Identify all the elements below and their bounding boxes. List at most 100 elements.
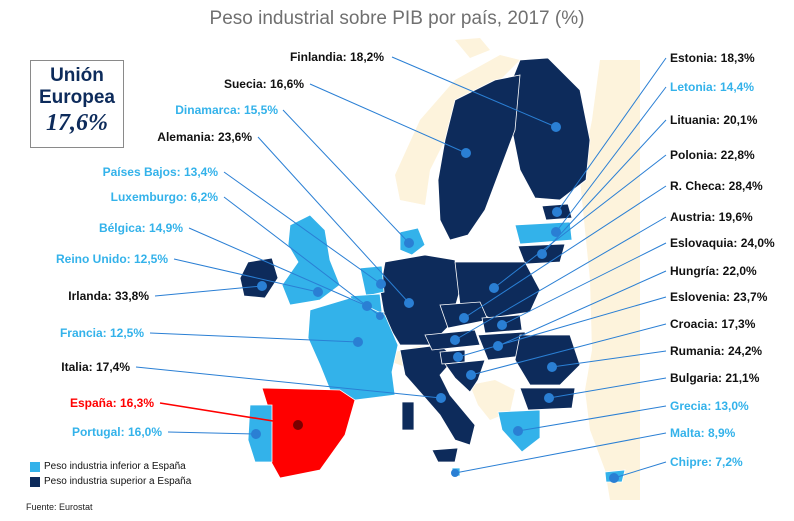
marker-rumania[interactable] bbox=[547, 362, 557, 372]
leader-line-rumania bbox=[551, 350, 667, 368]
marker-dinamarca[interactable] bbox=[404, 238, 414, 248]
country-markers bbox=[251, 122, 619, 483]
source-note: Fuente: Eurostat bbox=[26, 502, 93, 512]
marker-polonia[interactable] bbox=[489, 283, 499, 293]
label-rumania: Rumania: 24,2% bbox=[670, 344, 763, 358]
marker-irlanda[interactable] bbox=[257, 281, 267, 291]
legend-row-below: Peso industria inferior a España bbox=[30, 459, 191, 474]
label-r-checa: R. Checa: 28,4% bbox=[670, 179, 763, 193]
leader-line-espana bbox=[159, 402, 299, 426]
leader-line-letonia bbox=[555, 86, 667, 233]
leader-line-croacia bbox=[470, 323, 667, 376]
country-shape-francia[interactable] bbox=[307, 297, 399, 401]
country-shape-croacia[interactable] bbox=[444, 359, 486, 393]
marker-paises-bajos[interactable] bbox=[376, 279, 386, 289]
marker-italia[interactable] bbox=[436, 393, 446, 403]
label-eslovaquia: Eslovaquia: 24,0% bbox=[670, 236, 775, 250]
marker-luxemburgo[interactable] bbox=[376, 312, 384, 320]
marker-finlandia[interactable] bbox=[551, 122, 561, 132]
leader-line-finlandia bbox=[391, 56, 557, 128]
leader-line-dinamarca bbox=[282, 109, 410, 244]
label-polonia: Polonia: 22,8% bbox=[670, 148, 755, 162]
non-eu-east-land bbox=[580, 60, 640, 500]
label-alemania: Alemania: 23,6% bbox=[157, 130, 252, 144]
marker-portugal[interactable] bbox=[251, 429, 261, 439]
leader-line-alemania bbox=[257, 136, 410, 304]
label-irlanda: Irlanda: 33,8% bbox=[68, 289, 149, 303]
marker-malta[interactable] bbox=[451, 469, 459, 477]
label-portugal: Portugal: 16,0% bbox=[71, 425, 162, 439]
leader-line-paises-bajos bbox=[223, 171, 382, 285]
marker-chipre[interactable] bbox=[609, 473, 619, 483]
label-suecia: Suecia: 16,6% bbox=[223, 77, 304, 91]
leader-line-suecia bbox=[309, 83, 467, 154]
leader-line-lituania bbox=[541, 119, 667, 255]
map-title: Peso industrial sobre PIB por país, 2017… bbox=[209, 8, 585, 29]
leader-line-polonia bbox=[493, 154, 667, 289]
leader-line-estonia bbox=[556, 57, 667, 213]
legend-swatch-below bbox=[30, 461, 40, 472]
country-shape-reino-unido[interactable] bbox=[281, 214, 341, 306]
leader-line-francia bbox=[149, 332, 359, 343]
label-finlandia: Finlandia: 18,2% bbox=[289, 50, 384, 64]
country-shape-rumania[interactable] bbox=[514, 334, 581, 386]
marker-francia[interactable] bbox=[353, 337, 363, 347]
marker-estonia[interactable] bbox=[552, 207, 562, 217]
country-shape-letonia[interactable] bbox=[514, 221, 573, 245]
marker-grecia[interactable] bbox=[513, 426, 523, 436]
label-letonia: Letonia: 14,4% bbox=[670, 80, 755, 94]
leader-line-grecia bbox=[517, 405, 667, 432]
legend-label-above: Peso industria superior a España bbox=[44, 476, 192, 487]
leader-line-belgica bbox=[188, 227, 368, 307]
marker-hungria[interactable] bbox=[493, 341, 503, 351]
marker-austria[interactable] bbox=[450, 335, 460, 345]
country-shape-suecia[interactable] bbox=[437, 74, 521, 241]
label-estonia: Estonia: 18,3% bbox=[670, 51, 755, 65]
eu-box-line1: Unión bbox=[50, 65, 104, 86]
country-shape-espana[interactable] bbox=[261, 387, 356, 479]
country-shape-italia-sicilia[interactable] bbox=[431, 447, 459, 463]
leader-line-chipre bbox=[613, 461, 667, 479]
marker-letonia[interactable] bbox=[551, 227, 561, 237]
leader-line-portugal bbox=[167, 431, 257, 435]
marker-belgica[interactable] bbox=[362, 301, 372, 311]
label-malta: Malta: 8,9% bbox=[670, 426, 736, 440]
label-reino-unido: Reino Unido: 12,5% bbox=[55, 252, 168, 266]
leader-line-bulgaria bbox=[548, 377, 667, 399]
marker-bulgaria[interactable] bbox=[544, 393, 554, 403]
leader-line-hungria bbox=[497, 270, 667, 347]
label-belgica: Bélgica: 14,9% bbox=[98, 221, 183, 235]
label-lituania: Lituania: 20,1% bbox=[670, 113, 758, 127]
label-paises-bajos: Países Bajos: 13,4% bbox=[102, 165, 218, 179]
marker-reino-unido[interactable] bbox=[313, 287, 323, 297]
label-grecia: Grecia: 13,0% bbox=[670, 399, 749, 413]
leader-line-r-checa bbox=[463, 185, 667, 319]
label-luxemburgo: Luxemburgo: 6,2% bbox=[110, 190, 218, 204]
eu-box-line2: Europea bbox=[38, 87, 116, 108]
leader-line-austria bbox=[454, 216, 667, 341]
marker-alemania[interactable] bbox=[404, 298, 414, 308]
label-italia: Italia: 17,4% bbox=[61, 360, 130, 374]
marker-lituania[interactable] bbox=[537, 249, 547, 259]
legend-row-above: Peso industria superior a España bbox=[30, 474, 191, 489]
country-shape-italia-cerdena[interactable] bbox=[401, 401, 415, 431]
label-espana: España: 16,3% bbox=[69, 396, 154, 410]
leader-line-luxemburgo bbox=[223, 196, 381, 317]
label-croacia: Croacia: 17,3% bbox=[670, 317, 756, 331]
marker-suecia[interactable] bbox=[461, 148, 471, 158]
label-dinamarca: Dinamarca: 15,5% bbox=[175, 103, 278, 117]
non-eu-norway bbox=[395, 55, 520, 205]
label-hungria: Hungría: 22,0% bbox=[670, 264, 757, 278]
leader-line-malta bbox=[454, 432, 667, 474]
label-bulgaria: Bulgaria: 21,1% bbox=[670, 371, 760, 385]
label-chipre: Chipre: 7,2% bbox=[670, 455, 743, 469]
non-eu-iceland-hint bbox=[455, 38, 490, 58]
marker-r-checa[interactable] bbox=[459, 313, 469, 323]
country-shape-finlandia[interactable] bbox=[509, 57, 591, 201]
marker-espana[interactable] bbox=[293, 420, 303, 430]
label-austria: Austria: 19,6% bbox=[670, 210, 753, 224]
marker-eslovenia[interactable] bbox=[453, 352, 463, 362]
marker-croacia[interactable] bbox=[466, 370, 476, 380]
marker-eslovaquia[interactable] bbox=[497, 320, 507, 330]
